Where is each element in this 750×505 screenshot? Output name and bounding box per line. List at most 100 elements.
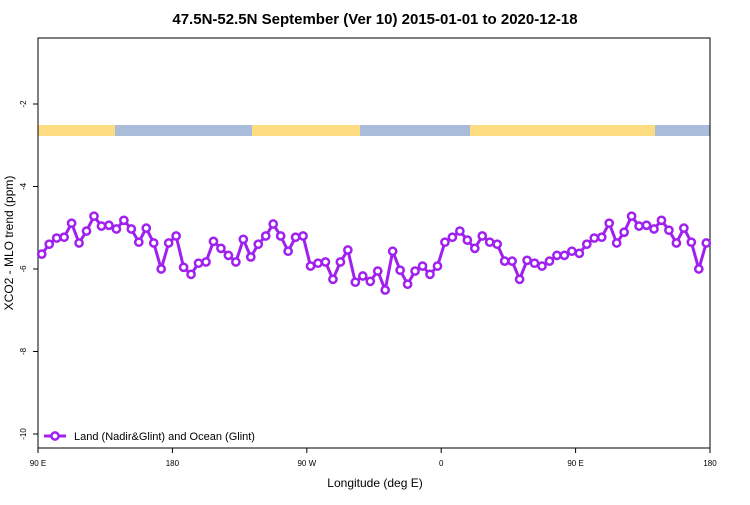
- data-point: [410, 266, 420, 276]
- data-point: [298, 231, 308, 241]
- x-tick-label: 180: [166, 459, 180, 468]
- data-point: [305, 261, 316, 271]
- data-point: [611, 238, 622, 248]
- data-point: [432, 261, 443, 271]
- data-point: [81, 226, 92, 236]
- data-point: [522, 255, 532, 266]
- data-point: [679, 223, 689, 234]
- data-point: [253, 239, 264, 250]
- data-point: [141, 223, 152, 234]
- x-tick-label: 180: [703, 459, 717, 468]
- data-point: [440, 237, 450, 248]
- y-tick-label: -6: [19, 265, 28, 273]
- data-point: [417, 261, 428, 271]
- data-point: [89, 211, 99, 222]
- data-point: [343, 245, 353, 255]
- x-axis-label: Longitude (deg E): [327, 476, 422, 490]
- data-point: [171, 231, 181, 241]
- data-point: [163, 238, 174, 248]
- data-point: [186, 269, 196, 280]
- data-point: [66, 218, 77, 229]
- data-point: [529, 258, 540, 269]
- data-point: [275, 231, 286, 241]
- data-point: [111, 224, 122, 234]
- data-point: [559, 250, 570, 261]
- data-point: [126, 224, 137, 234]
- data-point: [216, 243, 226, 254]
- data-point: [104, 220, 114, 231]
- data-point: [455, 226, 465, 236]
- x-tick-label: 90 W: [297, 459, 316, 468]
- data-point: [574, 248, 585, 259]
- data-point: [231, 257, 241, 267]
- data-point: [604, 218, 615, 229]
- data-point: [44, 239, 55, 250]
- y-tick-label: -10: [19, 428, 28, 440]
- data-point: [178, 262, 189, 273]
- data-point: [51, 233, 62, 243]
- data-point: [208, 236, 219, 247]
- data-point: [133, 237, 144, 248]
- data-point: [245, 252, 256, 262]
- data-point: [701, 238, 712, 248]
- data-point: [626, 211, 637, 222]
- data-point: [567, 246, 577, 257]
- x-tick-label: 90 E: [567, 459, 583, 468]
- data-point: [693, 264, 704, 274]
- data-point: [641, 220, 652, 231]
- data-point: [619, 227, 629, 238]
- data-point: [268, 219, 279, 229]
- land-segment: [252, 125, 360, 136]
- chart-title: 47.5N-52.5N September (Ver 10) 2015-01-0…: [172, 11, 577, 28]
- data-point: [193, 258, 204, 269]
- data-point: [313, 258, 323, 269]
- land-segment: [470, 125, 655, 136]
- data-point: [589, 233, 600, 243]
- data-point: [238, 234, 249, 245]
- data-point: [36, 249, 47, 259]
- data-point: [447, 232, 458, 243]
- data-point: [328, 274, 338, 285]
- data-point: [395, 265, 405, 276]
- data-point: [365, 276, 376, 287]
- data-point: [59, 232, 69, 243]
- data-point: [634, 221, 644, 231]
- data-point: [201, 257, 211, 267]
- data-point: [119, 215, 129, 226]
- y-tick-label: -8: [19, 347, 28, 355]
- y-axis-label: XCO2 - MLO trend (ppm): [2, 176, 16, 311]
- data-point: [499, 256, 510, 266]
- data-point: [649, 224, 659, 234]
- data-point: [462, 235, 473, 245]
- ocean-segment: [360, 125, 470, 136]
- data-point: [492, 239, 503, 250]
- land-ocean-strip: [38, 125, 710, 136]
- data-point: [335, 257, 346, 267]
- data-point: [484, 237, 495, 248]
- data-point: [537, 261, 547, 271]
- ocean-segment: [655, 125, 710, 136]
- data-point: [357, 271, 368, 281]
- data-point: [477, 231, 488, 241]
- data-point: [223, 250, 234, 261]
- data-point: [686, 237, 697, 248]
- data-point: [469, 243, 480, 254]
- y-tick-label: -4: [19, 182, 28, 190]
- data-point: [425, 269, 435, 280]
- data-point: [514, 274, 525, 285]
- data-point: [74, 238, 84, 248]
- data-point: [372, 266, 383, 276]
- data-point: [596, 232, 607, 243]
- data-point: [320, 257, 331, 267]
- y-tick-label: -2: [19, 100, 28, 108]
- data-point: [656, 215, 667, 226]
- data-point: [664, 225, 674, 236]
- legend-label: Land (Nadir&Glint) and Ocean (Glint): [74, 431, 255, 443]
- data-point: [387, 246, 398, 257]
- data-point: [380, 285, 391, 295]
- ocean-segment: [115, 125, 252, 136]
- x-tick-label: 90 E: [30, 459, 46, 468]
- data-point: [544, 256, 555, 266]
